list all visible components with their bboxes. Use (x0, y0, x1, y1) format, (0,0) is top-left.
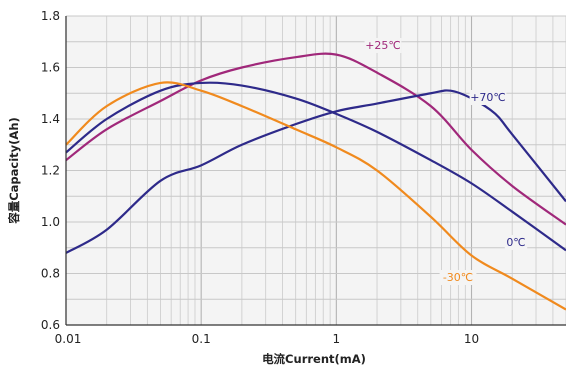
series-labels: +25℃ +70℃ 0℃ -30℃ (364, 38, 528, 285)
tick-labels: 0.6 0.8 1.0 1.2 1.4 1.6 1.8 0.01 0.1 1 10 (41, 9, 479, 346)
series-label: 0℃ (506, 236, 525, 249)
x-tick-label: 0.1 (192, 332, 211, 346)
series-line (65, 89, 566, 254)
y-tick-label: 1.2 (41, 164, 60, 178)
series-line (65, 52, 566, 226)
series-label: -30℃ (443, 271, 473, 284)
series-line (65, 81, 566, 311)
series-label: +25℃ (365, 39, 401, 52)
series-label-background (439, 270, 477, 285)
x-tick-label: 0.01 (55, 332, 82, 346)
x-axis-title: 电流Current(mA) (262, 352, 366, 366)
series-line (65, 81, 566, 252)
series-lines (65, 52, 566, 311)
y-tick-label: 0.6 (41, 318, 60, 332)
axes (65, 16, 566, 326)
y-tick-label: 0.8 (41, 267, 60, 281)
y-tick-label: 1.8 (41, 9, 60, 23)
y-tick-label: 1.6 (41, 61, 60, 75)
series-label-background (504, 235, 528, 250)
y-tick-label: 1.0 (41, 215, 60, 229)
series-label-background (364, 38, 402, 53)
x-tick-label: 10 (464, 332, 479, 346)
series-label-background (469, 90, 507, 105)
x-tick-label: 1 (333, 332, 341, 346)
series-label: +70℃ (470, 91, 506, 104)
y-axis-title: 容量Capacity(Ah) (7, 117, 21, 225)
y-tick-label: 1.4 (41, 112, 60, 126)
